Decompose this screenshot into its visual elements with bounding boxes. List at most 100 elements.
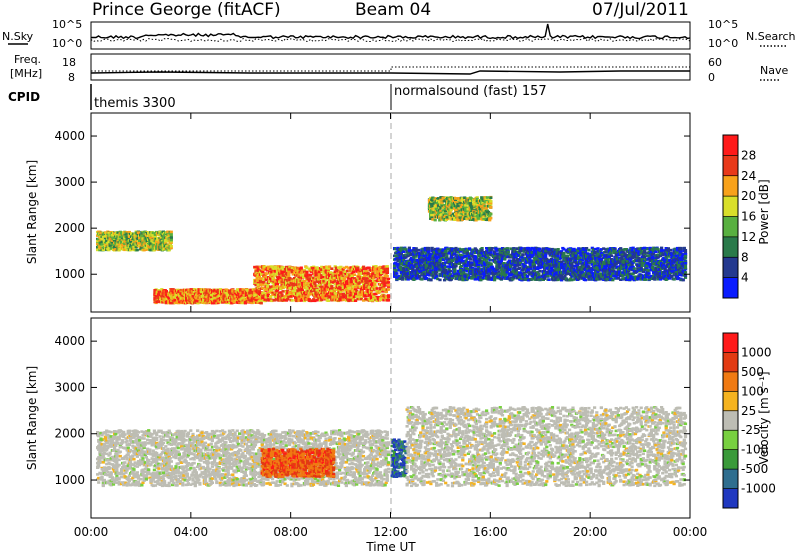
echo-cell <box>288 269 292 272</box>
echo-cell <box>331 292 335 296</box>
echo-cell <box>356 297 360 301</box>
echo-cell <box>435 275 439 278</box>
echo-cell <box>258 279 263 282</box>
echo-cell <box>168 242 172 246</box>
echo-cell <box>447 267 451 271</box>
echo-cell <box>352 277 357 280</box>
echo-cell <box>410 264 414 267</box>
echo-cell <box>445 277 449 281</box>
echo-cell <box>399 246 403 250</box>
echo-cell <box>300 280 304 283</box>
echo-cell <box>290 268 294 271</box>
echo-cell <box>274 272 278 276</box>
echo-cell <box>414 261 418 265</box>
echo-cell <box>480 269 484 272</box>
echo-cell <box>297 297 301 300</box>
echo-cell <box>262 268 266 271</box>
echo-cell <box>360 288 364 292</box>
echo-cell <box>324 285 328 288</box>
echo-cell <box>473 251 477 255</box>
echo-cell <box>324 278 328 281</box>
echo-cell <box>356 268 360 272</box>
echo-cell <box>262 278 266 281</box>
echo-cell <box>435 264 439 268</box>
echo-cell <box>364 297 368 301</box>
echo-cell <box>152 241 156 244</box>
echo-cell <box>368 299 372 302</box>
echo-cell <box>270 288 274 292</box>
echo-cell <box>438 259 442 263</box>
nave-tick-high: 60 <box>708 56 722 69</box>
echo-cell <box>378 298 383 301</box>
echo-cell <box>284 265 289 269</box>
echo-cell <box>438 250 442 254</box>
echo-cell <box>433 254 438 257</box>
echo-cell <box>380 276 384 279</box>
echo-cell <box>343 283 347 287</box>
echo-cell <box>348 298 352 302</box>
echo-cell <box>448 269 452 273</box>
echo-cell <box>448 273 452 276</box>
echo-cell <box>101 248 105 251</box>
echo-cell <box>453 252 457 255</box>
echo-cell <box>457 255 461 258</box>
echo-cell <box>98 248 102 252</box>
echo-cell <box>288 265 292 269</box>
echo-cell <box>308 273 312 277</box>
echo-cell <box>372 295 376 298</box>
echo-cell <box>102 239 106 243</box>
echo-cell <box>351 290 355 294</box>
echo-cell <box>415 259 419 262</box>
echo-cell <box>364 291 368 295</box>
echo-cell <box>156 293 160 296</box>
echo-cell <box>407 249 411 252</box>
echo-cell <box>354 287 358 291</box>
echo-cell <box>440 256 444 259</box>
echo-cell <box>381 290 385 293</box>
echo-cell <box>158 230 162 234</box>
echo-cell <box>309 270 314 273</box>
echo-cell <box>385 269 389 273</box>
echo-cell <box>421 252 425 256</box>
echo-cell <box>433 272 438 276</box>
echo-cell <box>435 252 439 256</box>
echo-cell <box>287 272 291 276</box>
echo-cell <box>316 284 320 288</box>
echo-cell <box>298 276 302 279</box>
echo-cell <box>480 247 484 250</box>
echo-cell <box>187 288 191 292</box>
echo-cell <box>403 272 407 276</box>
echo-cell <box>352 289 357 292</box>
echo-cell <box>342 292 346 296</box>
echo-cell <box>367 286 371 289</box>
echo-cell <box>422 268 426 271</box>
echo-cell <box>315 298 319 302</box>
echo-cell <box>333 279 337 283</box>
echo-cell <box>279 291 283 294</box>
echo-cell <box>456 269 460 273</box>
echo-cell <box>220 293 224 296</box>
echo-cell <box>395 277 399 281</box>
echo-cell <box>354 299 358 302</box>
nsearch-tick-low: 10^0 <box>708 37 738 50</box>
echo-cell <box>386 295 391 298</box>
echo-cell <box>254 294 258 297</box>
echo-cell <box>306 276 310 279</box>
echo-cell <box>322 273 326 276</box>
echo-cell <box>462 248 466 251</box>
echo-cell <box>325 282 329 286</box>
echo-cell <box>291 283 295 287</box>
echo-cell <box>485 255 489 259</box>
echo-cell <box>291 289 295 293</box>
echo-cell <box>352 273 357 276</box>
echo-cell <box>325 297 329 301</box>
echo-cell <box>279 268 283 271</box>
echo-cell <box>477 266 481 269</box>
echo-cell <box>436 259 440 262</box>
echo-cell <box>330 267 334 270</box>
echo-cell <box>437 248 441 252</box>
echo-cell <box>281 269 285 272</box>
echo-cell <box>338 285 342 289</box>
echo-cell <box>431 271 435 274</box>
echo-cell <box>469 258 473 261</box>
